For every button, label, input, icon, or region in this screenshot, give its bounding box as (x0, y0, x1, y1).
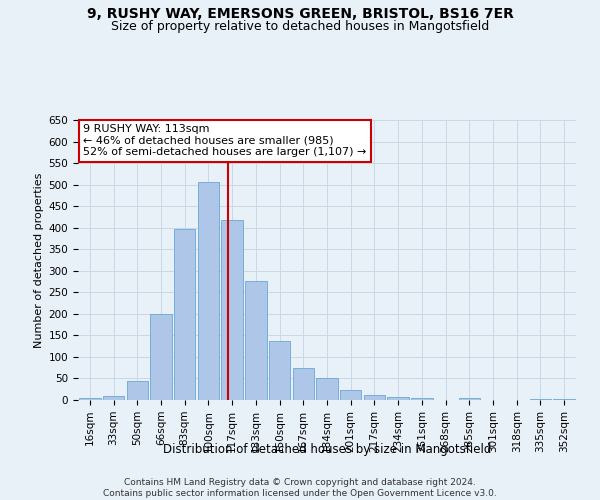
Text: Size of property relative to detached houses in Mangotsfield: Size of property relative to detached ho… (111, 20, 489, 33)
Bar (530, 398, 551, 400)
Bar (269, 340, 290, 400)
Text: 9, RUSHY WAY, EMERSONS GREEN, BRISTOL, BS16 7ER: 9, RUSHY WAY, EMERSONS GREEN, BRISTOL, B… (86, 8, 514, 22)
Bar (221, 220, 243, 400)
Text: 9 RUSHY WAY: 113sqm
← 46% of detached houses are smaller (985)
52% of semi-detac: 9 RUSHY WAY: 113sqm ← 46% of detached ho… (83, 124, 367, 158)
Bar (293, 368, 314, 400)
Bar (103, 396, 124, 400)
Bar (79, 398, 101, 400)
Bar (364, 395, 385, 400)
Bar (411, 398, 433, 400)
Text: Distribution of detached houses by size in Mangotsfield: Distribution of detached houses by size … (163, 442, 491, 456)
Bar (245, 280, 266, 400)
Bar (458, 398, 480, 400)
Y-axis label: Number of detached properties: Number of detached properties (34, 172, 44, 348)
Bar (151, 314, 172, 400)
Bar (388, 398, 409, 400)
Bar (127, 381, 148, 400)
Bar (340, 390, 361, 400)
Text: Contains HM Land Registry data © Crown copyright and database right 2024.
Contai: Contains HM Land Registry data © Crown c… (103, 478, 497, 498)
Bar (553, 398, 575, 400)
Bar (174, 229, 196, 400)
Bar (198, 182, 219, 400)
Bar (316, 378, 338, 400)
